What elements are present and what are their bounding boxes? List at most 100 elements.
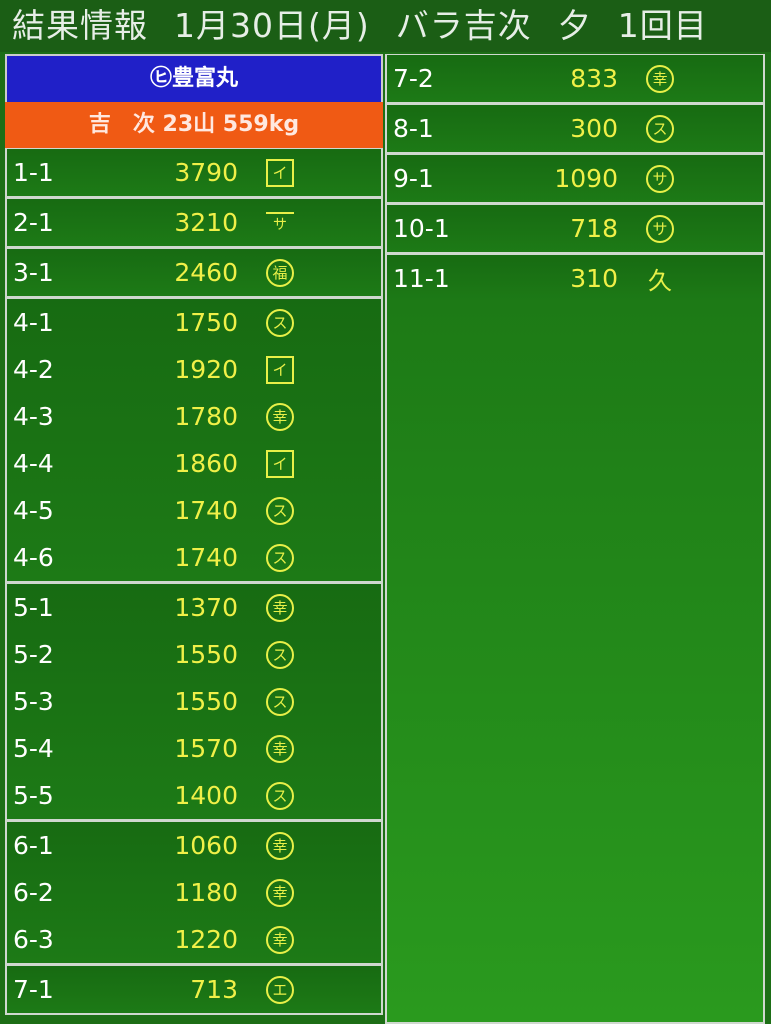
buyer-mark-icon: イ xyxy=(266,158,294,187)
lot-number: 6-3 xyxy=(13,925,54,954)
lot-number: 7-2 xyxy=(393,64,434,93)
result-row: 5-4 1570 幸 xyxy=(7,725,381,772)
empty-area xyxy=(385,302,765,1024)
lot-number: 5-4 xyxy=(13,734,54,763)
lot-number: 5-5 xyxy=(13,781,54,810)
buyer-mark-icon: イ xyxy=(266,449,294,478)
result-row: 5-2 1550 ス xyxy=(7,631,381,678)
price: 1740 xyxy=(174,543,238,572)
lot-number: 5-2 xyxy=(13,640,54,669)
lot-number: 4-5 xyxy=(13,496,54,525)
lot-number: 5-1 xyxy=(13,593,54,622)
price: 1400 xyxy=(174,781,238,810)
lot-number: 4-1 xyxy=(13,308,54,337)
right-column: 7-2 833 幸 8-1 300 ス 9-1 1090 サ 10-1 718 サ 11-1 310 久 xyxy=(385,54,765,1024)
result-row: 3-1 2460 福 xyxy=(7,249,381,296)
buyer-mark-icon: 福 xyxy=(266,258,294,287)
result-row: 9-1 1090 サ xyxy=(387,155,763,202)
price: 1090 xyxy=(554,164,618,193)
result-row: 1-1 3790 イ xyxy=(7,149,381,196)
result-row: 8-1 300 ス xyxy=(387,105,763,152)
header-round: 1回目 xyxy=(617,6,708,45)
buyer-mark-icon: 幸 xyxy=(266,878,294,907)
lot-number: 3-1 xyxy=(13,258,54,287)
result-row: 4-1 1750 ス xyxy=(7,299,381,346)
buyer-mark-icon: サ xyxy=(646,164,674,193)
price: 1370 xyxy=(174,593,238,622)
lot-group: 7-1 713 エ xyxy=(5,965,383,1015)
result-row: 6-1 1060 幸 xyxy=(7,822,381,869)
buyer-mark-icon: ス xyxy=(266,781,294,810)
price: 1060 xyxy=(174,831,238,860)
buyer-mark-icon: ス xyxy=(266,640,294,669)
result-row: 7-2 833 幸 xyxy=(387,55,763,102)
lot-number: 8-1 xyxy=(393,114,434,143)
result-row: 6-3 1220 幸 xyxy=(7,916,381,963)
result-row: 5-5 1400 ス xyxy=(7,772,381,819)
buyer-mark-icon: 久 xyxy=(648,267,672,295)
vessel-name: ㋪豊富丸 xyxy=(5,54,383,102)
lot-number: 4-6 xyxy=(13,543,54,572)
lot-group: 1-1 3790 イ xyxy=(5,148,383,198)
price: 1860 xyxy=(174,449,238,478)
header-title: 結果情報 xyxy=(12,6,148,45)
price: 1780 xyxy=(174,402,238,431)
lot-number: 9-1 xyxy=(393,164,434,193)
buyer-mark-icon: イ xyxy=(266,355,294,384)
buyer-mark-icon: 幸 xyxy=(266,734,294,763)
lot-number: 11-1 xyxy=(393,264,450,293)
left-column: ㋪豊富丸 吉 次 23山 559kg 1-1 3790 イ 2-1 3210 サ 3-1 24… xyxy=(5,54,383,1015)
buyer-mark-icon: ス xyxy=(646,114,674,143)
buyer-mark-icon: ス xyxy=(266,496,294,525)
buyer-mark-icon: 幸 xyxy=(646,64,674,93)
result-row: 11-1 310 久 xyxy=(387,255,763,302)
price: 713 xyxy=(190,975,238,1004)
lot-group: 8-1 300 ス xyxy=(385,104,765,154)
header-date: 1月30日(月) xyxy=(174,6,370,45)
price: 1750 xyxy=(174,308,238,337)
lot-number: 4-4 xyxy=(13,449,54,478)
buyer-mark-icon: 幸 xyxy=(266,402,294,431)
price: 718 xyxy=(570,214,618,243)
buyer-mark-icon: 幸 xyxy=(266,831,294,860)
result-row: 4-4 1860 イ xyxy=(7,440,381,487)
lot-number: 4-3 xyxy=(13,402,54,431)
lot-group: 10-1 718 サ xyxy=(385,204,765,254)
lot-group: 7-2 833 幸 xyxy=(385,54,765,104)
price: 3210 xyxy=(174,208,238,237)
buyer-mark-icon: 幸 xyxy=(266,593,294,622)
result-row: 5-1 1370 幸 xyxy=(7,584,381,631)
lot-group: 3-1 2460 福 xyxy=(5,248,383,298)
result-row: 5-3 1550 ス xyxy=(7,678,381,725)
price: 300 xyxy=(570,114,618,143)
lot-number: 10-1 xyxy=(393,214,450,243)
lot-group: 9-1 1090 サ xyxy=(385,154,765,204)
price: 2460 xyxy=(174,258,238,287)
lot-number: 6-2 xyxy=(13,878,54,907)
result-row: 4-2 1920 イ xyxy=(7,346,381,393)
price: 3790 xyxy=(174,158,238,187)
buyer-mark-icon: ス xyxy=(266,308,294,337)
price: 1550 xyxy=(174,640,238,669)
lot-group: 5-1 1370 幸 5-2 1550 ス 5-3 1550 ス 5-4 1570 幸 5-5 1400 ス xyxy=(5,583,383,821)
result-row: 4-6 1740 ス xyxy=(7,534,381,581)
lot-number: 7-1 xyxy=(13,975,54,1004)
price: 1570 xyxy=(174,734,238,763)
lot-group: 6-1 1060 幸 6-2 1180 幸 6-3 1220 幸 xyxy=(5,821,383,965)
buyer-mark-icon: ス xyxy=(266,687,294,716)
lot-group: 2-1 3210 サ xyxy=(5,198,383,248)
lot-number: 2-1 xyxy=(13,208,54,237)
price: 1180 xyxy=(174,878,238,907)
price: 310 xyxy=(570,264,618,293)
buyer-mark-icon: ス xyxy=(266,543,294,572)
buyer-mark-icon: エ xyxy=(266,975,294,1004)
result-row: 4-3 1780 幸 xyxy=(7,393,381,440)
price: 1220 xyxy=(174,925,238,954)
header-bar: 結果情報 1月30日(月) バラ吉次夕 1回目 xyxy=(0,0,771,52)
price: 1920 xyxy=(174,355,238,384)
result-row: 4-5 1740 ス xyxy=(7,487,381,534)
header-category: バラ吉次 xyxy=(395,6,532,45)
buyer-mark-icon: サ xyxy=(266,211,294,234)
buyer-mark-icon: 幸 xyxy=(266,925,294,954)
result-row: 2-1 3210 サ xyxy=(7,199,381,246)
